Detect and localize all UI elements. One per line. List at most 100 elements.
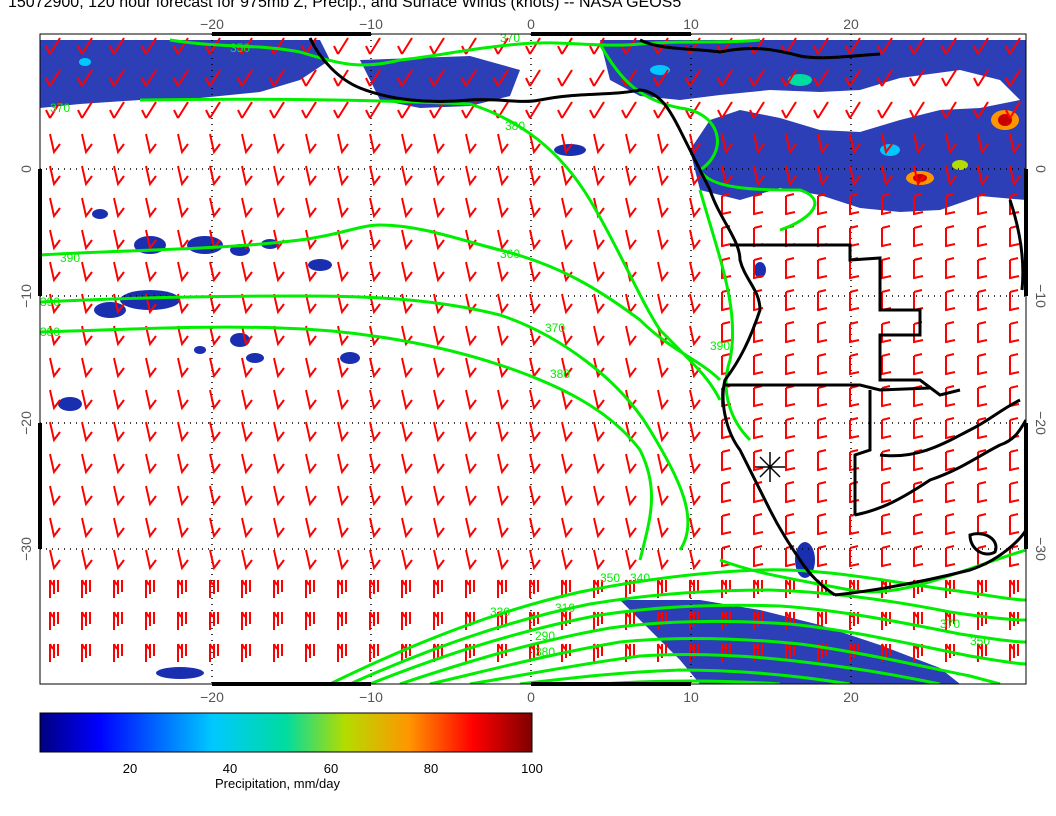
wind-barb <box>465 389 477 411</box>
border-angola <box>730 243 961 397</box>
wind-barb <box>941 69 957 87</box>
wind-barb <box>241 229 253 251</box>
wind-barb <box>401 389 413 411</box>
wind-barb <box>241 389 253 411</box>
wind-barb <box>817 353 828 376</box>
wind-barb <box>561 517 573 539</box>
wind-barb <box>785 353 796 376</box>
wind-barb <box>913 257 924 280</box>
wind-barb <box>689 485 701 507</box>
wind-barb <box>465 579 475 598</box>
wind-barb <box>497 261 509 283</box>
wind-barbs <box>45 37 1021 662</box>
wind-barb <box>77 101 93 119</box>
wind-barb <box>497 453 509 475</box>
lon-axis-bottom: −20 −10 0 10 20 <box>200 689 859 705</box>
wind-barb <box>369 325 381 347</box>
wind-barb <box>685 69 701 87</box>
lon-tick-label: −10 <box>359 689 383 705</box>
wind-barb <box>625 389 637 411</box>
wind-barb <box>657 453 669 475</box>
wind-barb <box>497 421 509 443</box>
wind-barb <box>1009 133 1021 155</box>
wind-barb <box>177 579 187 598</box>
wind-barb <box>49 421 61 443</box>
wind-barb <box>273 357 285 379</box>
wind-barb <box>561 197 573 219</box>
colorbar <box>39 712 533 753</box>
wind-barb <box>369 421 381 443</box>
wind-barb <box>913 545 924 568</box>
wind-barb <box>1009 321 1020 344</box>
wind-barb <box>881 165 893 187</box>
wind-barb <box>913 449 924 472</box>
wind-barb <box>433 229 445 251</box>
wind-barb <box>113 325 125 347</box>
wind-barb <box>401 517 413 539</box>
precip-blob <box>58 397 82 411</box>
wind-barb <box>337 165 349 187</box>
wind-barb <box>529 611 539 630</box>
wind-barb <box>689 133 701 155</box>
wind-barb <box>273 421 285 443</box>
wind-barb <box>849 417 860 440</box>
wind-barb <box>721 513 732 536</box>
wind-barb <box>337 549 349 571</box>
wind-barb <box>145 643 155 662</box>
wind-barb <box>557 69 573 87</box>
wind-barb <box>305 611 315 630</box>
wind-barb <box>401 133 413 155</box>
wind-barb <box>817 513 828 536</box>
lat-tick-label: −30 <box>1033 537 1049 561</box>
wind-barb <box>273 549 285 571</box>
wind-barb <box>433 421 445 443</box>
lon-tick-label: 0 <box>527 16 535 32</box>
wind-barb <box>753 165 765 187</box>
wind-barb <box>593 549 605 571</box>
wind-barb <box>141 37 157 55</box>
wind-barb <box>49 579 59 598</box>
lon-tick-label: −20 <box>200 689 224 705</box>
wind-barb <box>369 453 381 475</box>
lon-tick-label: 10 <box>683 16 699 32</box>
wind-barb <box>145 549 157 571</box>
coastline-west-africa <box>308 37 836 597</box>
contour-label: 350 <box>230 41 250 55</box>
precip-blob <box>120 290 180 310</box>
wind-barb <box>273 611 283 630</box>
wind-barb <box>209 389 221 411</box>
wind-barb <box>113 261 125 283</box>
wind-barb <box>849 133 861 155</box>
wind-barb <box>593 293 605 315</box>
wind-barb <box>433 611 443 630</box>
border-botswana <box>879 398 1021 458</box>
wind-barb <box>561 293 573 315</box>
wind-barb <box>817 611 827 630</box>
precip-blob <box>92 209 108 219</box>
wind-barb <box>49 357 61 379</box>
wind-barb <box>241 261 253 283</box>
wind-barb <box>849 225 860 248</box>
wind-barb <box>177 293 189 315</box>
wind-barb <box>113 549 125 571</box>
wind-barb <box>337 357 349 379</box>
wind-barb <box>497 485 509 507</box>
precip-blob <box>156 667 204 679</box>
frame-ticks <box>38 32 1028 686</box>
wind-barb <box>429 101 445 119</box>
wind-barb <box>593 517 605 539</box>
wind-barb <box>973 37 989 55</box>
wind-barb <box>913 193 924 216</box>
wind-barb <box>1009 643 1019 662</box>
wind-barb <box>593 453 605 475</box>
wind-barb <box>337 643 347 662</box>
lat-tick-label: 0 <box>18 165 34 173</box>
wind-barb <box>433 165 445 187</box>
lat-tick-label: −10 <box>18 284 34 308</box>
coastline-central-africa <box>639 38 881 60</box>
contour-line <box>40 325 653 561</box>
lon-tick-label: 20 <box>843 16 859 32</box>
wind-barb <box>785 611 795 630</box>
wind-barb <box>973 101 989 119</box>
wind-barb <box>881 449 892 472</box>
